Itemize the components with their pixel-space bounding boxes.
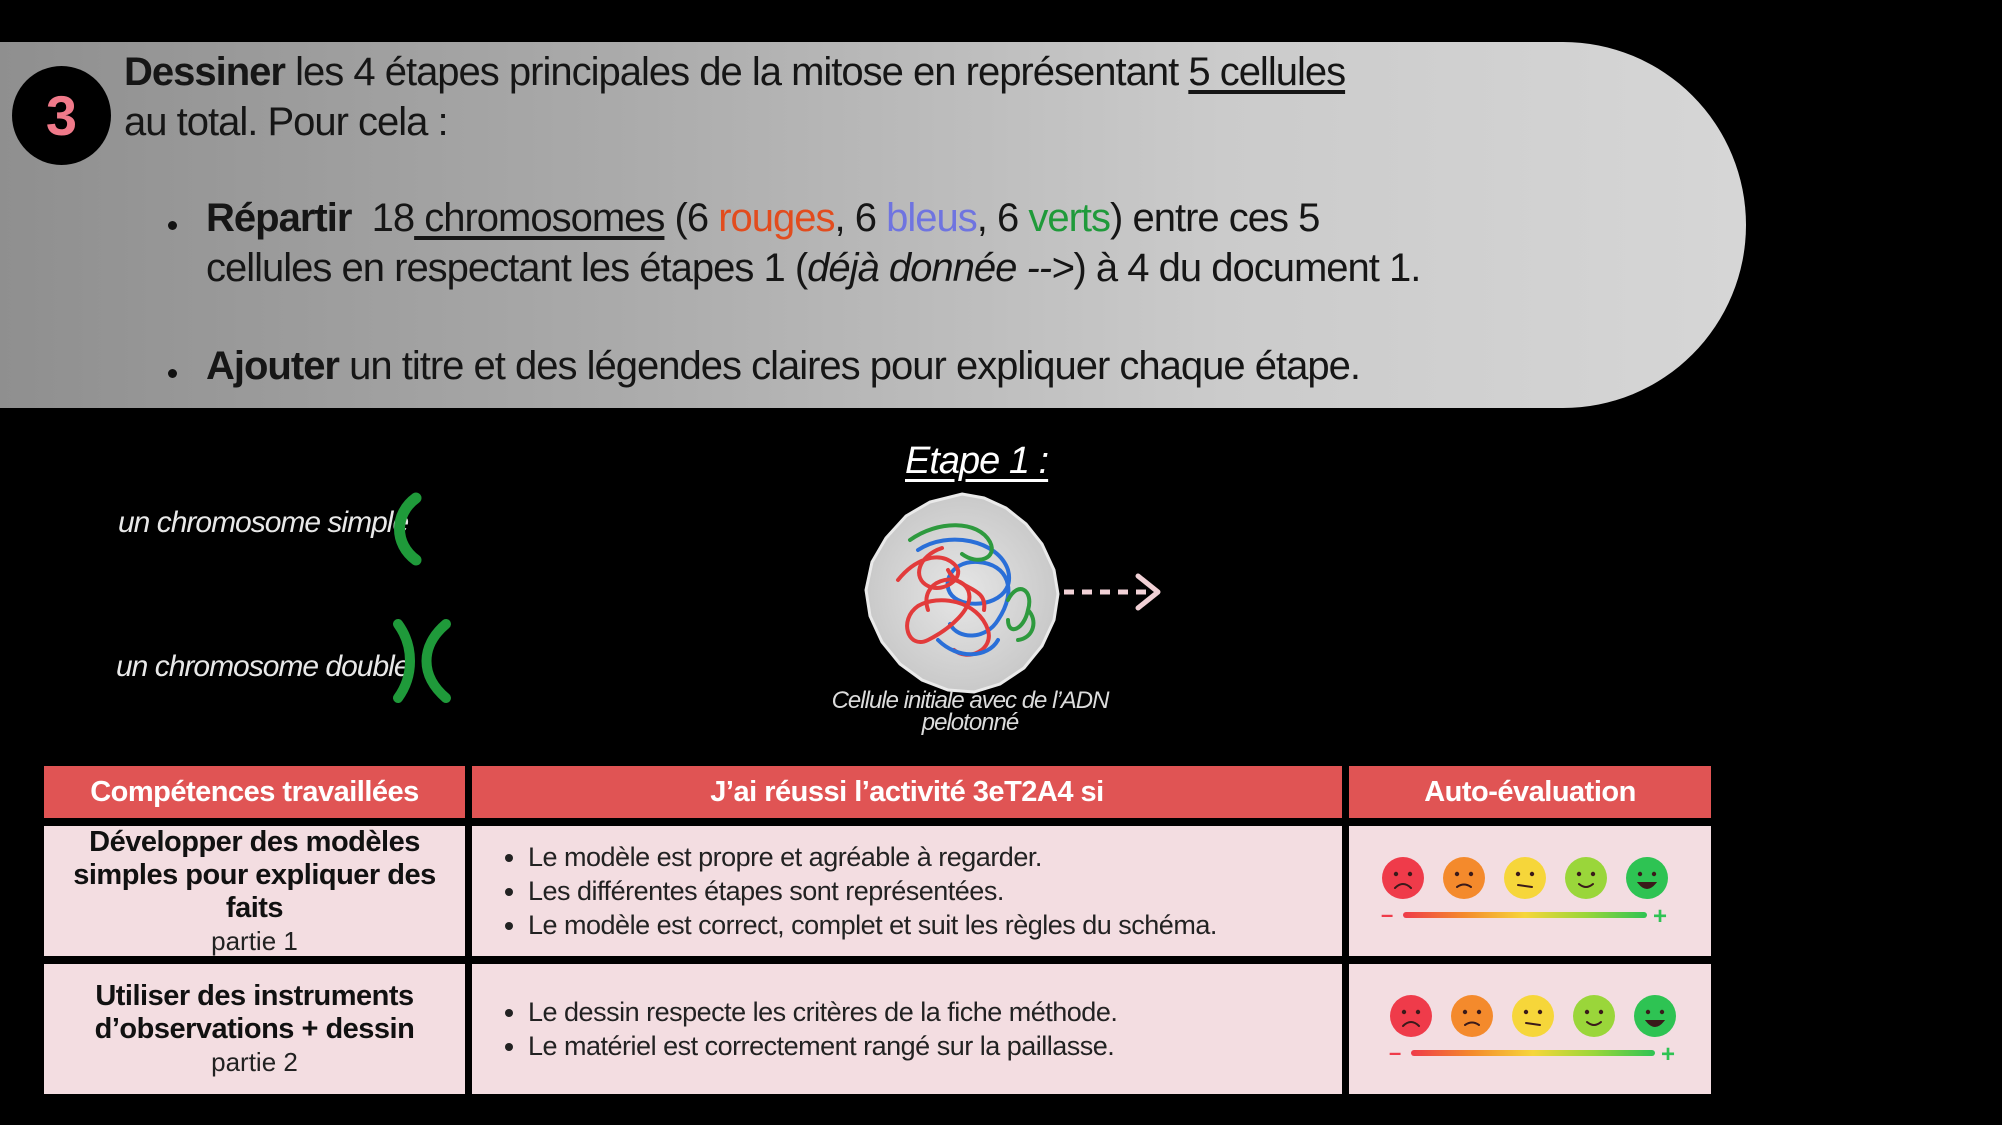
angry-face-icon[interactable]: [1382, 857, 1424, 899]
sep-2: , 6: [976, 196, 1029, 240]
double-chromosome-icon: [393, 619, 451, 703]
simple-chromosome-icon: [394, 492, 422, 566]
etape-1-title: Etape 1 :: [905, 440, 1049, 482]
step-number-badge: 3: [12, 66, 111, 165]
criterion-item: Le dessin respecte les critères de la fi…: [528, 995, 1118, 1029]
header-competences: Compétences travaillées: [44, 766, 465, 818]
bullet-dot: [168, 369, 177, 378]
happy-face-icon[interactable]: [1634, 995, 1676, 1037]
green-word: verts: [1028, 196, 1111, 240]
paren-open: (6: [664, 196, 719, 240]
bullet-1-line-1: Répartir 18 chromosomes (6 rouges, 6 ble…: [206, 196, 1320, 241]
table-row-1-criteria: Le modèle est propre et agréable à regar…: [472, 826, 1342, 956]
bullet-1-line-2: cellules en respectant les étapes 1 (déj…: [206, 246, 1421, 291]
table-row-2-self-evaluation: – +: [1349, 964, 1711, 1094]
legend-double-label: un chromosome double: [116, 650, 411, 683]
header-self-evaluation: Auto-évaluation: [1349, 766, 1711, 818]
chromosome-count: 18: [371, 196, 415, 240]
chromosomes-underlined: chromosomes: [414, 196, 665, 240]
competence-title: Développer des modèles simples pour expl…: [73, 825, 436, 924]
criterion-item: Les différentes étapes sont représentées…: [528, 874, 1217, 908]
legend-simple-label: un chromosome simple: [118, 506, 409, 539]
smile-face-icon[interactable]: [1573, 995, 1615, 1037]
sep-1: , 6: [834, 196, 887, 240]
cell-caption: Cellule initiale avec de l’ADN pelotonné: [831, 687, 1110, 736]
paren-close: ) entre ces 5: [1110, 196, 1320, 240]
instruction-line-2: au total. Pour cela :: [124, 100, 449, 144]
initial-cell-illustration: [864, 492, 1060, 694]
table-row-1-self-evaluation: – +: [1349, 826, 1711, 956]
table-row-2-competence: Utiliser des instruments d’observations …: [44, 964, 465, 1094]
already-given-note: déjà donnée -->: [807, 246, 1074, 290]
blue-word: bleus: [886, 196, 978, 240]
bullet-2-verb: Ajouter: [206, 344, 340, 388]
criterion-item: Le matériel est correctement rangé sur l…: [528, 1029, 1117, 1063]
instruction-underlined: 5 cellules: [1188, 50, 1346, 94]
bullet-1-line-2-start: cellules en respectant les étapes 1 (: [206, 246, 808, 290]
bullet-1-line-2-end: ) à 4 du document 1.: [1073, 246, 1421, 290]
competence-part: partie 2: [211, 1047, 298, 1077]
red-word: rouges: [718, 196, 835, 240]
table-row-2-criteria: Le dessin respecte les critères de la fi…: [472, 964, 1342, 1094]
table-row-1-competence: Développer des modèles simples pour expl…: [44, 826, 465, 956]
criterion-item: Le modèle est propre et agréable à regar…: [528, 840, 1217, 874]
bullet-1-verb: Répartir: [206, 196, 352, 240]
smile-face-icon[interactable]: [1565, 857, 1607, 899]
criterion-item: Le modèle est correct, complet et suit l…: [528, 908, 1217, 942]
evaluation-scale-bar: [1411, 1050, 1655, 1056]
bullet-dot: [168, 221, 177, 230]
bullet-2-line: Ajouter un titre et des légendes claires…: [206, 344, 1361, 389]
instruction-verb: Dessiner: [124, 50, 286, 94]
scale-plus-label: +: [1653, 903, 1667, 930]
scale-plus-label: +: [1661, 1041, 1675, 1068]
bullet-2-text: un titre et des légendes claires pour ex…: [339, 344, 1361, 388]
dashed-arrow-icon: [1064, 573, 1161, 611]
angry-face-icon[interactable]: [1390, 995, 1432, 1037]
instruction-text: les 4 étapes principales de la mitose en…: [284, 50, 1189, 94]
instruction-panel: [0, 42, 1746, 408]
neutral-face-icon[interactable]: [1512, 995, 1554, 1037]
smiley-scale: – +: [1389, 994, 1689, 1079]
sad-face-icon[interactable]: [1443, 857, 1485, 899]
competence-title: Utiliser des instruments d’observations …: [94, 980, 415, 1045]
competence-part: partie 1: [211, 925, 298, 956]
smiley-scale: – +: [1381, 856, 1681, 941]
sad-face-icon[interactable]: [1451, 995, 1493, 1037]
neutral-face-icon[interactable]: [1504, 857, 1546, 899]
evaluation-scale-bar: [1403, 912, 1647, 918]
scale-minus-label: –: [1389, 1040, 1401, 1065]
happy-face-icon[interactable]: [1626, 857, 1668, 899]
instruction-line-1: Dessiner les 4 étapes principales de la …: [124, 50, 1346, 95]
header-criteria: J’ai réussi l’activité 3eT2A4 si: [472, 766, 1342, 818]
scale-minus-label: –: [1381, 902, 1393, 927]
